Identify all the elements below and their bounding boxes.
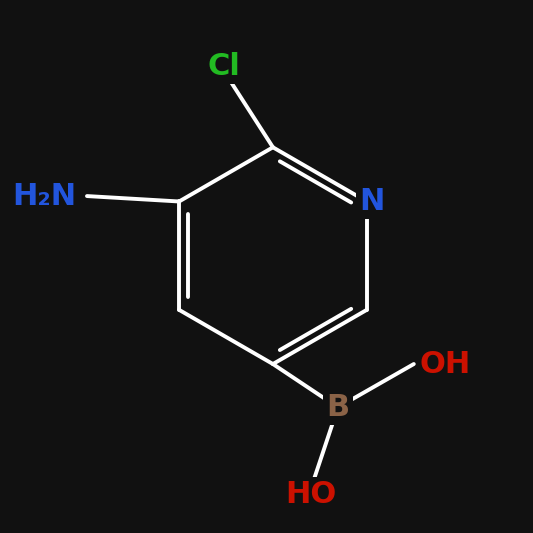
Text: H₂N: H₂N: [12, 182, 76, 211]
Text: N: N: [359, 187, 385, 216]
Text: Cl: Cl: [208, 52, 240, 80]
Text: OH: OH: [419, 350, 471, 378]
Text: HO: HO: [285, 480, 336, 508]
Text: B: B: [326, 393, 350, 422]
